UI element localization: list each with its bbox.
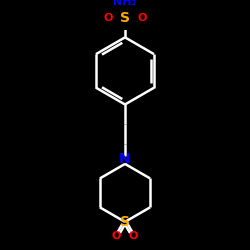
Text: S: S xyxy=(120,215,130,229)
Text: O: O xyxy=(137,12,146,22)
Text: O: O xyxy=(112,232,121,241)
Text: O: O xyxy=(129,232,138,241)
Text: N: N xyxy=(119,152,131,166)
Text: NH₂: NH₂ xyxy=(113,0,137,7)
Text: O: O xyxy=(104,12,113,22)
Text: S: S xyxy=(120,10,130,24)
